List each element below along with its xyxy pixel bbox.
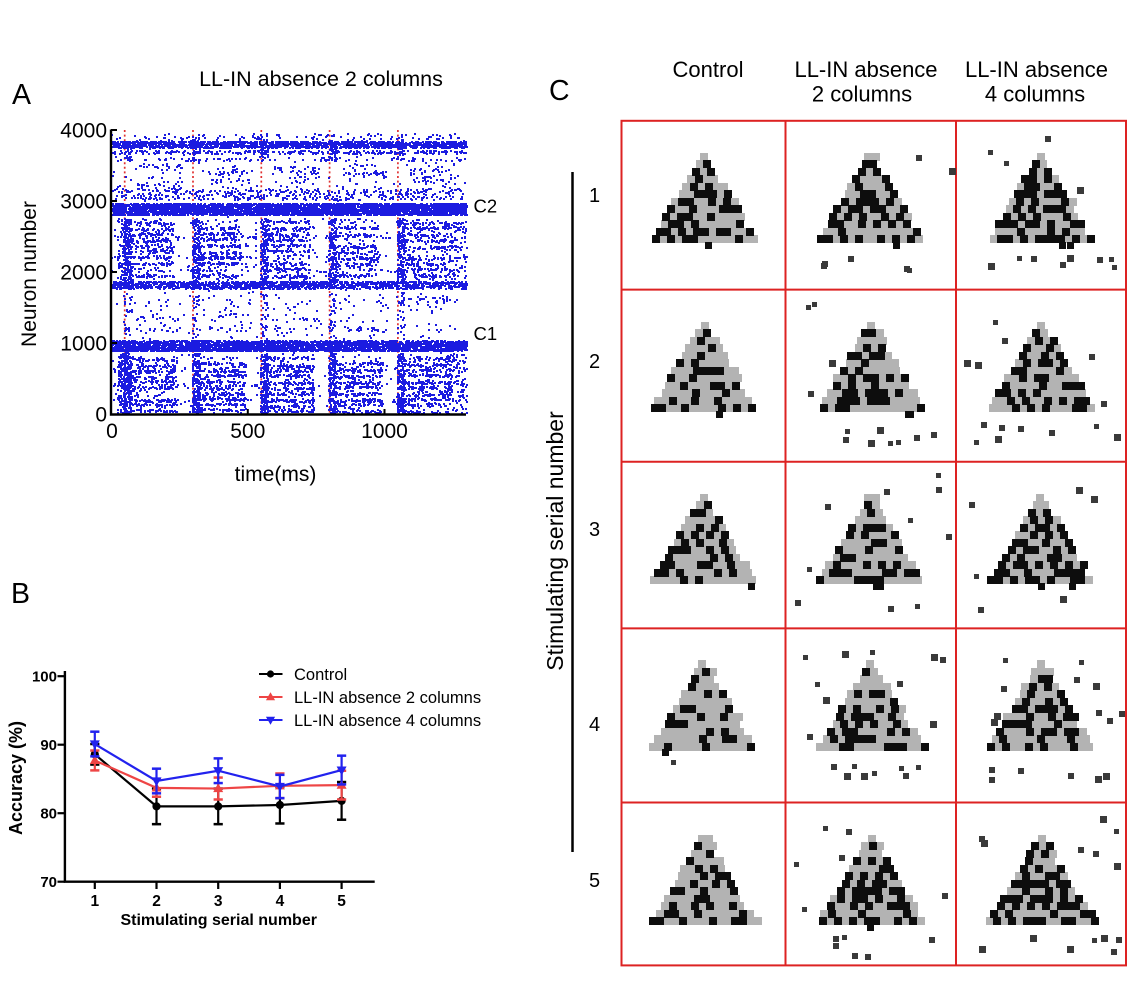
svg-text:2: 2 — [589, 351, 600, 373]
svg-text:2000: 2000 — [60, 262, 107, 285]
svg-text:4: 4 — [589, 714, 600, 736]
svg-text:LL-IN absence 2 columns: LL-IN absence 2 columns — [199, 67, 443, 91]
svg-text:1000: 1000 — [361, 420, 408, 443]
svg-text:2 columns: 2 columns — [812, 82, 912, 107]
svg-text:70: 70 — [40, 874, 57, 891]
svg-text:80: 80 — [40, 806, 57, 823]
svg-text:2: 2 — [152, 893, 161, 910]
svg-text:LL-IN absence 2 columns: LL-IN absence 2 columns — [294, 689, 481, 707]
svg-text:4: 4 — [276, 893, 285, 910]
svg-text:Stimulating serial number: Stimulating serial number — [542, 411, 568, 671]
svg-text:LL-IN absence: LL-IN absence — [965, 57, 1108, 82]
svg-text:0: 0 — [106, 420, 118, 443]
svg-text:3000: 3000 — [60, 191, 107, 214]
svg-text:100: 100 — [32, 669, 57, 686]
svg-text:C2: C2 — [474, 196, 498, 217]
svg-text:LL-IN absence: LL-IN absence — [794, 57, 937, 82]
svg-text:Stimulating serial number: Stimulating serial number — [120, 912, 316, 929]
svg-text:5: 5 — [589, 870, 600, 892]
svg-text:1: 1 — [589, 185, 600, 207]
svg-text:4000: 4000 — [60, 120, 107, 143]
svg-text:time(ms): time(ms) — [235, 463, 317, 486]
svg-text:500: 500 — [230, 420, 265, 443]
svg-text:C: C — [549, 75, 570, 107]
svg-text:90: 90 — [40, 737, 57, 754]
svg-text:3: 3 — [589, 519, 600, 541]
svg-text:3: 3 — [214, 893, 223, 910]
svg-text:LL-IN absence 4 columns: LL-IN absence 4 columns — [294, 712, 481, 730]
svg-text:5: 5 — [337, 893, 346, 910]
svg-text:Accuracy (%): Accuracy (%) — [6, 721, 26, 835]
svg-text:A: A — [12, 79, 31, 111]
svg-text:0: 0 — [95, 404, 107, 427]
svg-text:Control: Control — [673, 57, 744, 82]
svg-text:Control: Control — [294, 666, 347, 684]
svg-text:4 columns: 4 columns — [985, 82, 1085, 107]
svg-text:Neuron number: Neuron number — [18, 201, 41, 347]
svg-text:B: B — [11, 578, 30, 610]
svg-text:1: 1 — [90, 893, 99, 910]
svg-text:C1: C1 — [474, 323, 498, 344]
svg-text:1000: 1000 — [60, 333, 107, 356]
